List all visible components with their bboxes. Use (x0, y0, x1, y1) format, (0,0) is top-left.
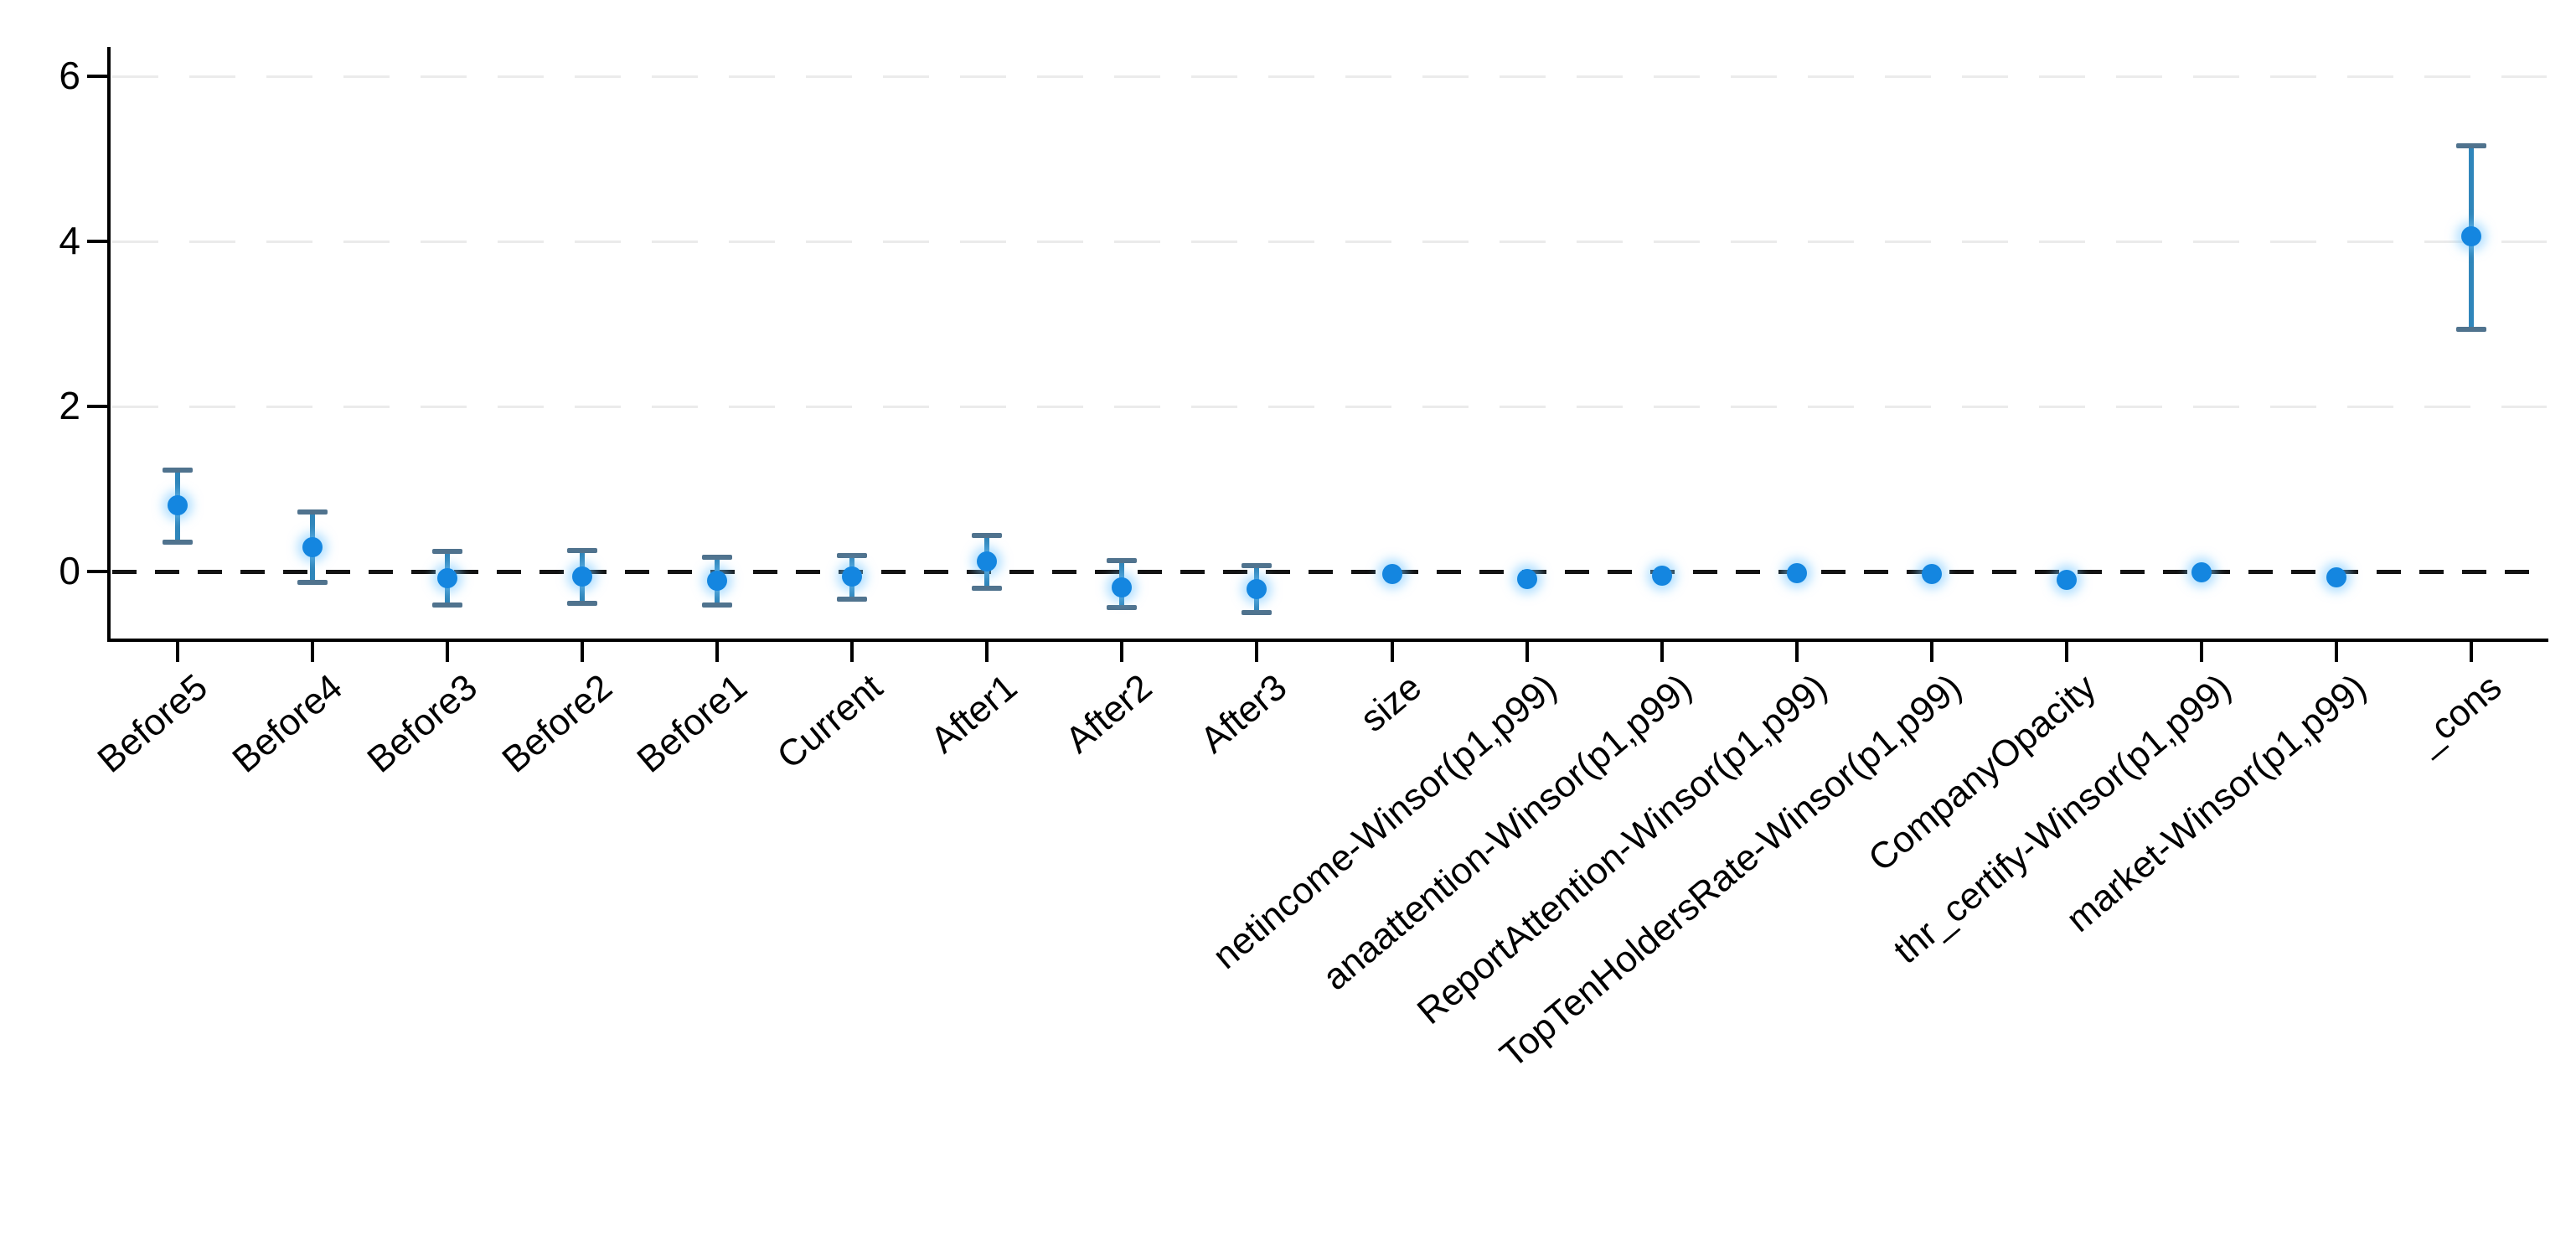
error-bar-cap-bottom (432, 602, 463, 608)
gridline-y6 (112, 75, 2547, 78)
x-tick-label: Before2 (494, 666, 621, 781)
x-tick-mark (1255, 639, 1259, 662)
x-tick-label: Before1 (629, 666, 756, 781)
coefficient-marker (707, 570, 728, 591)
x-tick-mark (581, 639, 585, 662)
coefficient-marker (168, 495, 188, 516)
y-tick-label: 2 (59, 384, 80, 427)
error-bar-cap-top (702, 555, 733, 561)
gridline-y4 (112, 240, 2547, 243)
error-bar-cap-bottom (1107, 605, 1138, 611)
coefficient-marker (1247, 578, 1267, 599)
coefficient-marker (2326, 566, 2346, 587)
x-tick-mark (985, 639, 989, 662)
x-tick-label: Before5 (90, 666, 215, 781)
coefficient-marker (572, 566, 593, 587)
coefficient-marker (2461, 226, 2481, 247)
y-tick-label: 6 (59, 54, 80, 97)
x-tick-mark (1525, 639, 1529, 662)
error-bar-cap-bottom (837, 597, 868, 602)
error-bar-cap-top (297, 509, 328, 515)
y-axis-line (107, 47, 111, 642)
x-tick-mark (2470, 639, 2473, 662)
coefficient-marker (842, 566, 863, 587)
x-tick-mark (715, 639, 720, 662)
x-tick-label: _cons (2407, 666, 2509, 762)
y-tick-label: 4 (59, 219, 80, 262)
x-tick-mark (176, 639, 179, 662)
coefficient-marker (2191, 561, 2212, 582)
x-axis-line (107, 639, 2548, 642)
x-tick-label: size (1352, 666, 1430, 741)
coefficient-marker (437, 567, 458, 588)
y-tick-label: 0 (59, 549, 80, 592)
coefficient-marker (1112, 577, 1133, 597)
coefficient-marker (1651, 565, 1672, 586)
x-tick-label: Before4 (225, 666, 350, 781)
error-bar-cap-bottom (297, 579, 328, 585)
y-tick-mark (87, 405, 109, 408)
error-bar-cap-bottom (972, 585, 1003, 591)
x-tick-mark (446, 639, 450, 662)
error-bar-cap-bottom (2456, 327, 2486, 333)
gridline-y2 (112, 406, 2547, 408)
x-tick-mark (311, 639, 315, 662)
coefficient-marker (1921, 563, 1942, 584)
x-tick-mark (2064, 639, 2068, 662)
error-bar-cap-top (1107, 558, 1138, 564)
x-tick-label: CompanyOpacity (1861, 666, 2104, 880)
coefficient-marker (302, 537, 323, 558)
coefficient-marker (1516, 568, 1537, 589)
x-tick-mark (1390, 639, 1394, 662)
error-bar-cap-bottom (702, 602, 733, 608)
error-bar-cap-bottom (567, 601, 598, 607)
x-tick-mark (1929, 639, 1933, 662)
zero-reference-line (112, 570, 2547, 574)
y-tick-mark (87, 240, 109, 243)
x-tick-label: Current (769, 666, 891, 778)
error-bar-cap-top (432, 549, 463, 555)
y-tick-mark (87, 570, 109, 573)
x-tick-label: Before3 (359, 666, 485, 781)
x-tick-label: After2 (1057, 666, 1160, 762)
coefficient-marker (1381, 563, 1402, 584)
x-tick-mark (2334, 639, 2338, 662)
error-bar-cap-top (1242, 563, 1273, 569)
x-tick-mark (2199, 639, 2203, 662)
x-tick-mark (1794, 639, 1799, 662)
x-tick-mark (850, 639, 854, 662)
coefficient-marker (2056, 569, 2077, 590)
error-bar-cap-top (567, 548, 598, 554)
error-bar-cap-top (837, 553, 868, 559)
error-bar-cap-bottom (1242, 610, 1273, 616)
coefficient-marker (1786, 562, 1807, 583)
x-tick-label: After1 (922, 666, 1025, 762)
y-tick-mark (87, 75, 109, 78)
error-bar-cap-top (2456, 142, 2486, 148)
error-bar-cap-bottom (163, 539, 193, 545)
error-bar-cap-top (972, 532, 1003, 538)
coefficient-marker (977, 551, 998, 572)
x-tick-mark (1660, 639, 1664, 662)
x-tick-mark (1120, 639, 1124, 662)
error-bar-cap-top (163, 467, 193, 473)
x-tick-label: After3 (1192, 666, 1295, 762)
